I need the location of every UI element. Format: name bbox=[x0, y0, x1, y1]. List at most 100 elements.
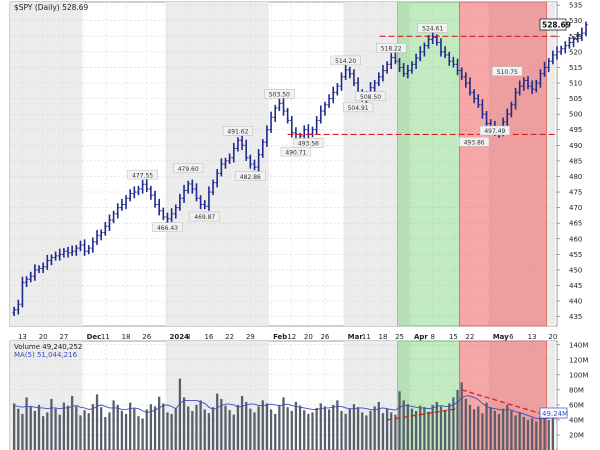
price-bar bbox=[45, 254, 50, 270]
price-bar bbox=[414, 53, 418, 69]
price-bar bbox=[389, 53, 394, 69]
price-bar bbox=[277, 98, 282, 112]
price-tick-label: 490 bbox=[569, 142, 582, 150]
volume-bar bbox=[75, 406, 78, 450]
price-bar bbox=[468, 77, 472, 96]
price-bar bbox=[86, 245, 91, 255]
price-bar bbox=[244, 139, 249, 161]
volume-bar bbox=[91, 404, 95, 450]
price-tick-label: 460 bbox=[569, 235, 582, 243]
volume-bar bbox=[232, 414, 235, 450]
volume-bar bbox=[485, 402, 488, 450]
price-bar bbox=[41, 262, 45, 274]
annotation-box bbox=[127, 169, 158, 180]
volume-bar bbox=[497, 413, 501, 450]
volume-bar bbox=[95, 394, 99, 450]
trend-lines-layer bbox=[14, 35, 558, 421]
price-bar bbox=[447, 51, 452, 66]
annotation-label: 490.71 bbox=[285, 149, 306, 156]
volume-bar bbox=[427, 411, 430, 450]
month-shade bbox=[10, 2, 83, 326]
volume-bar bbox=[352, 404, 356, 450]
volume-bar bbox=[323, 406, 327, 450]
price-bar bbox=[323, 101, 327, 116]
x-tick-label: 18 bbox=[122, 333, 131, 341]
price-bar bbox=[111, 210, 116, 224]
price-bar bbox=[202, 200, 207, 210]
annotation-box bbox=[293, 137, 324, 148]
volume-bar bbox=[472, 409, 476, 450]
x-tick-label: 27 bbox=[59, 333, 68, 341]
price-bar bbox=[91, 237, 95, 253]
annotation-box bbox=[458, 137, 490, 147]
volume-bar bbox=[414, 410, 418, 450]
volume-bar bbox=[265, 403, 269, 450]
annotation-box bbox=[235, 171, 266, 181]
volume-bar bbox=[224, 405, 227, 450]
volume-bar bbox=[419, 405, 422, 450]
volume-bar bbox=[46, 412, 49, 450]
price-bar bbox=[439, 38, 443, 57]
price-tick-label: 495 bbox=[569, 126, 582, 134]
volume-bar bbox=[33, 410, 37, 450]
price-tick-label: 480 bbox=[569, 173, 582, 181]
price-bar bbox=[397, 58, 402, 73]
price-bar bbox=[149, 185, 153, 200]
annotation-label: 482.86 bbox=[240, 174, 261, 181]
price-bar bbox=[393, 51, 398, 65]
x-tick-label: 2024 bbox=[169, 333, 189, 341]
price-bar bbox=[240, 135, 244, 150]
price-bar bbox=[165, 212, 170, 224]
volume-bar bbox=[58, 414, 61, 450]
volume-bar bbox=[71, 395, 74, 450]
volume-bar bbox=[253, 412, 256, 450]
price-bar bbox=[281, 97, 286, 116]
x-tick-label: 25 bbox=[395, 333, 404, 341]
price-bar bbox=[33, 264, 37, 281]
x-tick-label: 20 bbox=[304, 333, 313, 341]
price-bar bbox=[584, 21, 588, 37]
volume-bar bbox=[518, 412, 521, 450]
volume-bar bbox=[158, 396, 161, 450]
price-bar bbox=[28, 271, 33, 283]
price-bar bbox=[422, 42, 427, 57]
price-bar bbox=[352, 69, 356, 87]
price-annotation: 479.60 bbox=[173, 163, 204, 173]
volume-bar bbox=[332, 404, 335, 450]
volume-bar bbox=[489, 407, 492, 450]
volume-tick-label: 40M bbox=[569, 416, 584, 424]
volume-tick-label: 60M bbox=[569, 401, 584, 409]
annotation-box bbox=[355, 91, 386, 101]
volume-bar bbox=[311, 412, 314, 450]
volume-bar bbox=[340, 410, 343, 450]
price-bar bbox=[227, 153, 232, 164]
price-bar bbox=[509, 101, 514, 118]
x-tick-label: 26 bbox=[142, 333, 151, 341]
annotation-label: 497.49 bbox=[484, 128, 505, 135]
volume-bar bbox=[261, 400, 264, 450]
price-bar bbox=[285, 107, 290, 124]
price-bar bbox=[120, 198, 124, 211]
volume-ma-label: MA(5) 51,044,216 bbox=[14, 351, 78, 359]
price-bar bbox=[103, 221, 108, 236]
price-bar bbox=[567, 36, 572, 49]
volume-bar bbox=[448, 403, 451, 450]
highlight-zones-layer bbox=[397, 1, 547, 450]
volume-bar bbox=[452, 397, 455, 450]
price-bar bbox=[526, 76, 530, 90]
price-bar bbox=[314, 116, 319, 135]
price-annotation: 508.50 bbox=[355, 91, 386, 101]
annotation-label: 524.61 bbox=[422, 26, 443, 33]
price-bar bbox=[385, 61, 389, 74]
volume-bar bbox=[153, 406, 157, 450]
x-tick-label: 20 bbox=[39, 333, 48, 341]
x-tick-label: Apr bbox=[414, 333, 428, 341]
volume-bar bbox=[460, 382, 463, 450]
volume-bar bbox=[344, 413, 347, 450]
price-bar bbox=[476, 94, 481, 108]
volume-bar bbox=[298, 405, 302, 450]
x-tick-label: 8 bbox=[430, 333, 434, 341]
volume-bar bbox=[348, 408, 351, 450]
price-annotation: 490.71 bbox=[280, 146, 312, 157]
volume-bar bbox=[62, 402, 66, 450]
